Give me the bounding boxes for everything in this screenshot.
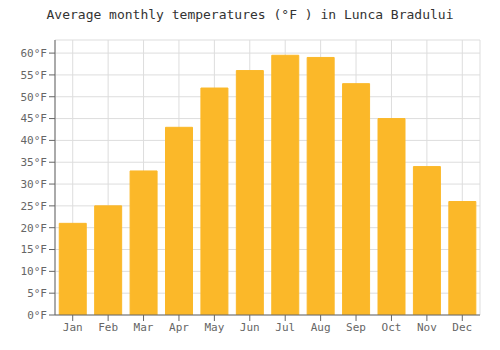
svg-text:30°F: 30°F — [21, 178, 48, 191]
svg-text:Jan: Jan — [63, 321, 83, 334]
svg-text:Feb: Feb — [98, 321, 118, 334]
svg-text:20°F: 20°F — [21, 222, 48, 235]
svg-text:Sep: Sep — [346, 321, 366, 334]
svg-text:Nov: Nov — [417, 321, 437, 334]
svg-text:25°F: 25°F — [21, 200, 48, 213]
html-text:Average monthly temperatures (: Average monthly temperatures (°F ) in Lu… — [46, 7, 454, 22]
svg-text:15°F: 15°F — [21, 243, 48, 256]
svg-text:35°F: 35°F — [21, 156, 48, 169]
svg-text:5°F: 5°F — [27, 287, 47, 300]
svg-text:Mar: Mar — [134, 321, 154, 334]
svg-text:May: May — [204, 321, 224, 334]
svg-text:45°F: 45°F — [21, 112, 48, 125]
svg-text:Dec: Dec — [452, 321, 472, 334]
svg-text:40°F: 40°F — [21, 134, 48, 147]
svg-text:Jun: Jun — [240, 321, 260, 334]
svg-text:Oct: Oct — [382, 321, 402, 334]
svg-text:Aug: Aug — [311, 321, 331, 334]
svg-text:60°F: 60°F — [21, 47, 48, 60]
svg-text:55°F: 55°F — [21, 69, 48, 82]
svg-text:50°F: 50°F — [21, 91, 48, 104]
svg-text:Apr: Apr — [169, 321, 189, 334]
svg-text:Jul: Jul — [275, 321, 295, 334]
svg-text:10°F: 10°F — [21, 265, 48, 278]
svg-text:0°F: 0°F — [27, 309, 47, 322]
